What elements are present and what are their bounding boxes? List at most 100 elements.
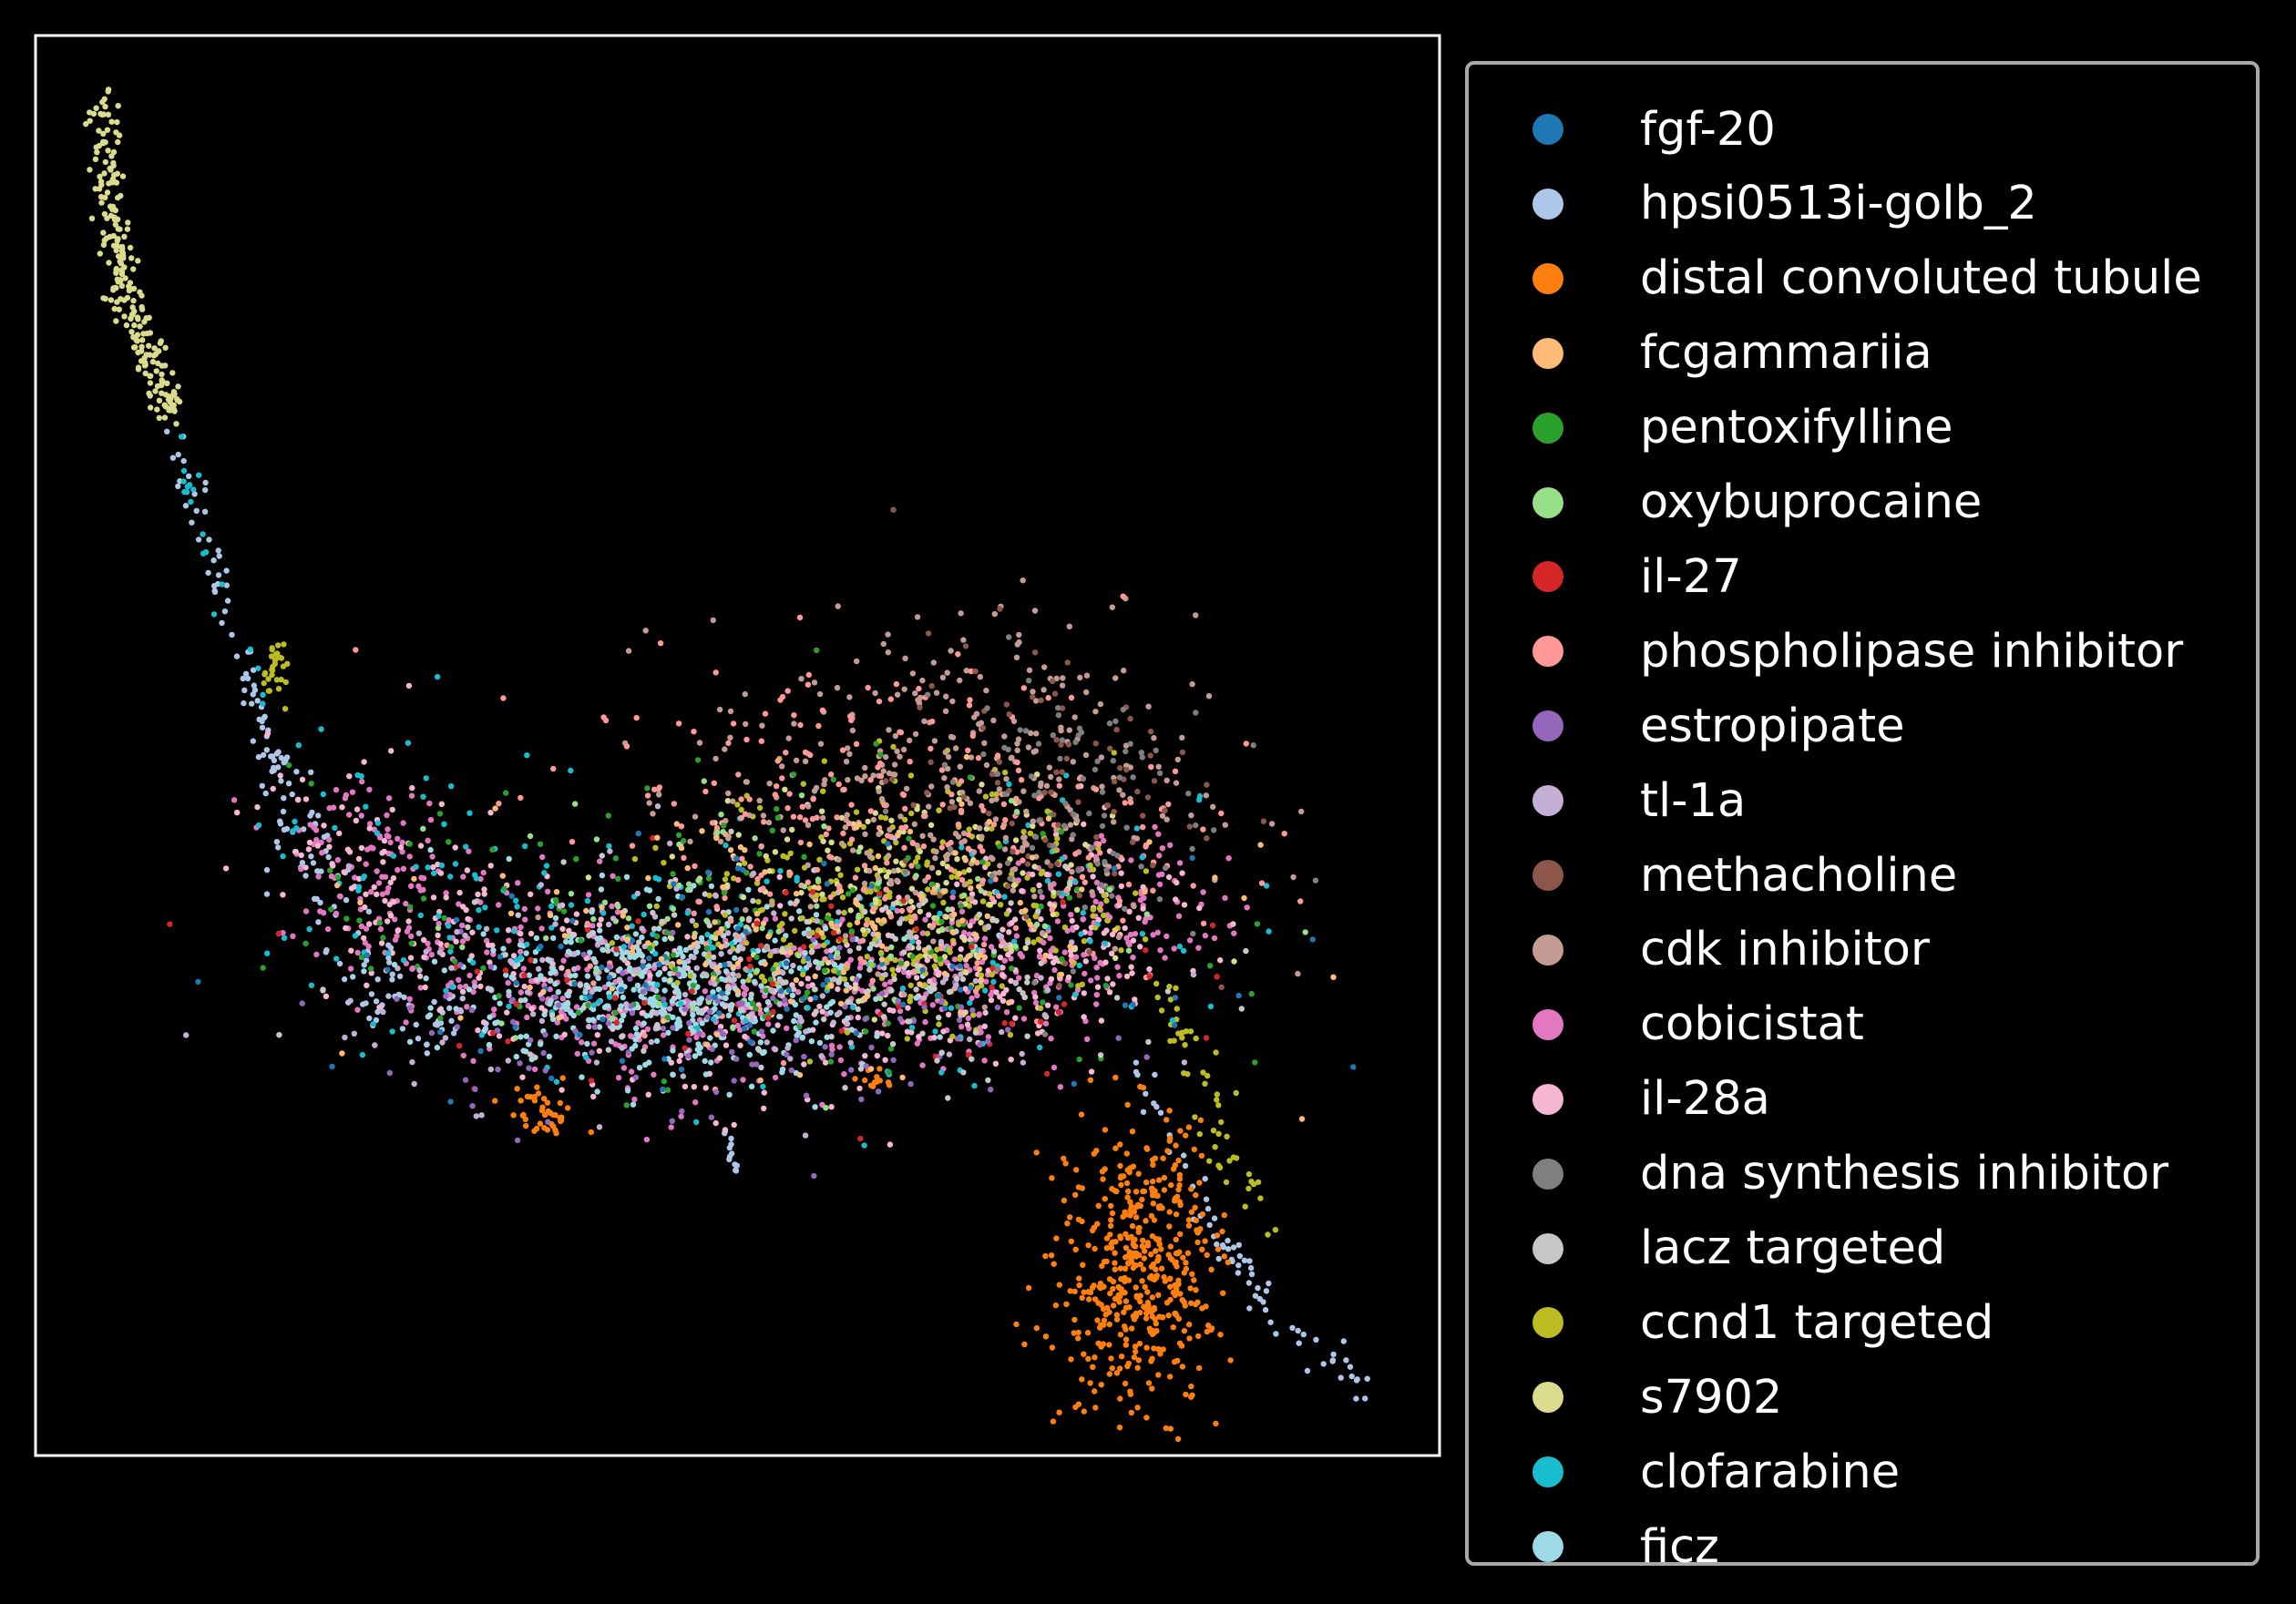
scatter-point [353,817,359,824]
scatter-point [319,850,325,856]
scatter-point [743,720,749,728]
scatter-point [315,919,322,925]
scatter-point [780,1059,787,1067]
scatter-point [108,212,115,219]
scatter-point [873,741,879,747]
scatter-point [92,186,98,192]
scatter-point [954,1036,961,1042]
scatter-point [118,192,124,199]
scatter-point [1040,930,1046,936]
scatter-point [685,886,692,894]
scatter-point [1059,737,1066,743]
scatter-point [428,951,435,958]
scatter-point [514,1137,521,1144]
scatter-point [694,757,702,763]
scatter-point [595,975,601,982]
scatter-point [909,670,917,677]
scatter-point [909,840,917,846]
scatter-point [799,803,805,810]
scatter-point [1095,916,1102,924]
scatter-point [1092,741,1099,747]
scatter-point [141,319,148,325]
scatter-point [846,922,853,928]
scatter-point [1154,1192,1161,1200]
scatter-point [561,1031,568,1038]
scatter-point [903,785,910,792]
scatter-point [934,914,940,921]
scatter-point [894,907,900,914]
scatter-point [931,953,938,959]
scatter-point [816,856,823,863]
scatter-point [1065,741,1072,748]
scatter-point [537,1120,544,1127]
scatter-point [819,1008,825,1015]
scatter-point [1101,812,1108,819]
scatter-point [1113,1312,1121,1318]
scatter-point [1107,1290,1113,1297]
scatter-point [792,927,798,935]
scatter-point [528,977,535,985]
scatter-point [823,831,829,838]
scatter-point [1060,899,1066,905]
scatter-point [978,919,984,925]
scatter-point [746,796,753,802]
scatter-point [597,927,603,934]
scatter-point [928,682,935,690]
scatter-point [967,923,973,929]
scatter-point [510,928,518,935]
scatter-point [275,749,282,755]
scatter-point [1225,855,1232,862]
scatter-point [907,759,913,765]
scatter-point [1170,1289,1177,1296]
scatter-point [196,472,202,478]
scatter-point [1131,1209,1138,1215]
scatter-point [997,955,1004,961]
scatter-point [1059,682,1066,689]
scatter-point [127,244,134,251]
scatter-point [610,915,617,922]
scatter-point [914,614,921,620]
scatter-point [966,702,973,709]
scatter-point [354,771,361,779]
scatter-point [708,1114,715,1120]
scatter-point [639,935,645,941]
scatter-point [1092,898,1099,904]
scatter-point [677,1000,684,1007]
scatter-point [372,1042,378,1048]
scatter-point [1031,979,1038,986]
scatter-point [928,822,935,828]
scatter-point [886,727,892,733]
scatter-point [1087,938,1093,945]
scatter-point [1161,1174,1168,1181]
scatter-point [464,867,471,874]
scatter-point [409,1058,415,1066]
scatter-point [792,1001,799,1008]
scatter-point [168,395,174,402]
scatter-point [320,791,326,798]
scatter-point [311,895,318,902]
scatter-point [156,397,163,404]
scatter-point [853,809,860,815]
scatter-point [1160,1346,1166,1353]
scatter-point [657,640,664,647]
scatter-point [1125,947,1133,954]
scatter-point [1190,883,1196,889]
scatter-point [983,978,989,985]
scatter-point [1036,882,1042,889]
scatter-point [522,996,528,1004]
scatter-point [756,851,763,857]
scatter-point [450,1030,457,1037]
scatter-point [363,891,369,897]
scatter-point [997,606,1003,612]
scatter-point [446,923,452,929]
scatter-point [979,802,985,810]
scatter-point [1068,862,1074,868]
scatter-point [1012,980,1020,986]
scatter-point [886,869,892,875]
scatter-point [1289,1324,1296,1332]
scatter-point [1097,850,1103,856]
scatter-point [1059,769,1065,775]
scatter-point [1071,1330,1077,1336]
scatter-point [1118,1354,1125,1360]
scatter-point [650,811,656,817]
